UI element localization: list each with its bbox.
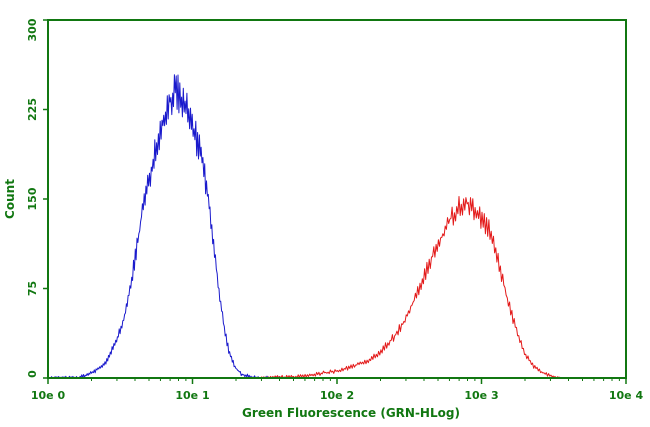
y-tick-label: 150 [26,187,39,210]
x-tick-label: 10e 0 [31,389,66,402]
y-tick-label: 75 [26,281,39,296]
series-layer [48,74,561,379]
y-tick-label: 225 [26,98,39,121]
y-axis-ticks: 0 75 150 225 300 [26,18,48,379]
series-2-line [261,196,561,379]
x-tick-label: 10e 3 [464,389,498,402]
x-axis-title: Green Fluorescence (GRN-HLog) [242,406,460,420]
series-1-line [48,74,280,379]
y-tick-label: 0 [26,370,39,378]
x-tick-label: 10e 2 [320,389,354,402]
y-axis-title: Count [3,179,17,219]
x-tick-label: 10e 1 [175,389,209,402]
x-axis-ticks: 10e 0 10e 1 10e 2 10e 3 10e 4 [31,378,644,402]
y-tick-label: 300 [26,18,39,41]
x-tick-label: 10e 4 [609,389,644,402]
plot-frame [47,19,627,379]
